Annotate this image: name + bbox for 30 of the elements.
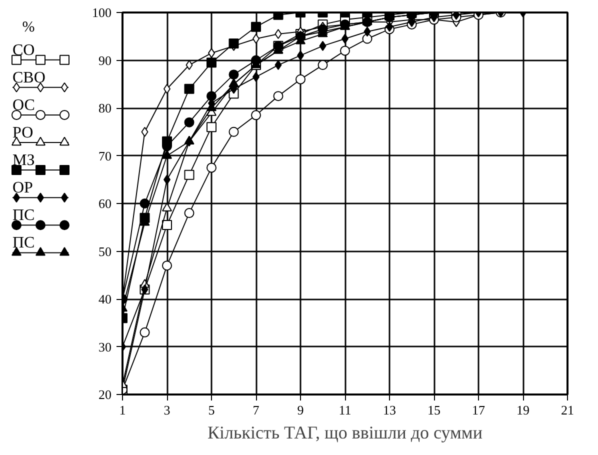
text: % [22,19,35,36]
x-tick-label: 3 [164,402,170,418]
y-tick-label: 90 [98,52,112,68]
x-tick-label: 7 [252,402,260,418]
legend-label: РО [12,124,34,142]
x-tick-label: 19 [516,402,530,418]
x-tick-label: 1 [119,402,126,418]
x-tick-label: 13 [383,402,396,418]
legend-label: ПС [12,207,35,224]
legend-label: ОС [12,96,35,114]
y-tick-label: 50 [98,244,112,259]
y-tick-label: 20 [98,387,112,402]
legend-label: СО [12,42,35,59]
x-tick-label: 11 [338,402,352,418]
legend-label: ПС [12,234,35,252]
y-tick-label: 30 [98,339,112,354]
x-tick-label: 5 [208,402,215,418]
legend-label: СВО [12,69,46,86]
y-tick-label: 40 [98,292,112,306]
x-axis-title: Кількість ТАГ, що ввішли до сумми [208,422,483,442]
y-tick-label: 60 [98,196,112,211]
y-tick-label: 70 [98,148,112,164]
x-tick-label: 17 [472,402,486,418]
y-tick-label: 100 [92,5,112,20]
y-tick-label: 80 [98,100,112,116]
x-tick-label: 21 [561,402,574,418]
legend-label: МЗ [12,152,35,169]
x-tick-label: 15 [428,402,440,418]
legend-label: ОР [12,180,34,197]
x-tick-label: 9 [297,402,304,418]
